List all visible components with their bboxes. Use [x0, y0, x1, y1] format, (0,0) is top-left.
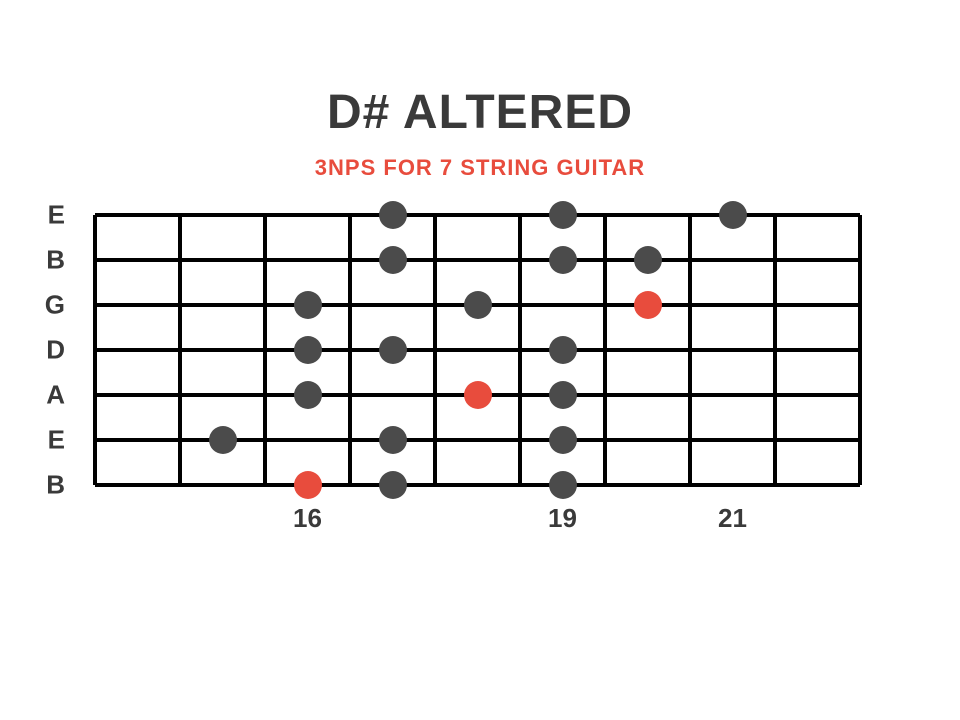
- note-dot: [549, 426, 577, 454]
- note-dot-root: [634, 291, 662, 319]
- note-dot: [549, 471, 577, 499]
- string-label: E: [35, 200, 65, 231]
- note-dot-root: [294, 471, 322, 499]
- fretboard-string-line: [95, 348, 860, 352]
- note-dot: [464, 291, 492, 319]
- note-dot: [379, 471, 407, 499]
- fretboard-fret-line: [858, 215, 862, 485]
- note-dot: [549, 381, 577, 409]
- string-label: B: [35, 470, 65, 501]
- string-label: G: [35, 290, 65, 321]
- fretboard-fret-line: [773, 215, 777, 485]
- note-dot: [379, 336, 407, 364]
- note-dot: [549, 201, 577, 229]
- fretboard-fret-line: [603, 215, 607, 485]
- note-dot: [294, 381, 322, 409]
- fret-number-label: 19: [548, 503, 577, 534]
- string-label: E: [35, 425, 65, 456]
- string-label: D: [35, 335, 65, 366]
- string-label: B: [35, 245, 65, 276]
- fretboard-fret-line: [518, 215, 522, 485]
- fretboard-diagram: EBGDAEB161921: [0, 0, 960, 720]
- note-dot: [634, 246, 662, 274]
- fret-number-label: 21: [718, 503, 747, 534]
- fretboard-fret-line: [178, 215, 182, 485]
- note-dot: [379, 201, 407, 229]
- note-dot: [209, 426, 237, 454]
- note-dot: [549, 336, 577, 364]
- fretboard-string-line: [95, 483, 860, 487]
- fretboard-fret-line: [348, 215, 352, 485]
- note-dot: [294, 291, 322, 319]
- fretboard-fret-line: [263, 215, 267, 485]
- note-dot-root: [464, 381, 492, 409]
- fret-number-label: 16: [293, 503, 322, 534]
- note-dot: [379, 426, 407, 454]
- note-dot: [719, 201, 747, 229]
- fretboard-string-line: [95, 258, 860, 262]
- note-dot: [294, 336, 322, 364]
- fretboard-fret-line: [433, 215, 437, 485]
- fretboard-fret-line: [93, 215, 97, 485]
- string-label: A: [35, 380, 65, 411]
- note-dot: [379, 246, 407, 274]
- fretboard-fret-line: [688, 215, 692, 485]
- note-dot: [549, 246, 577, 274]
